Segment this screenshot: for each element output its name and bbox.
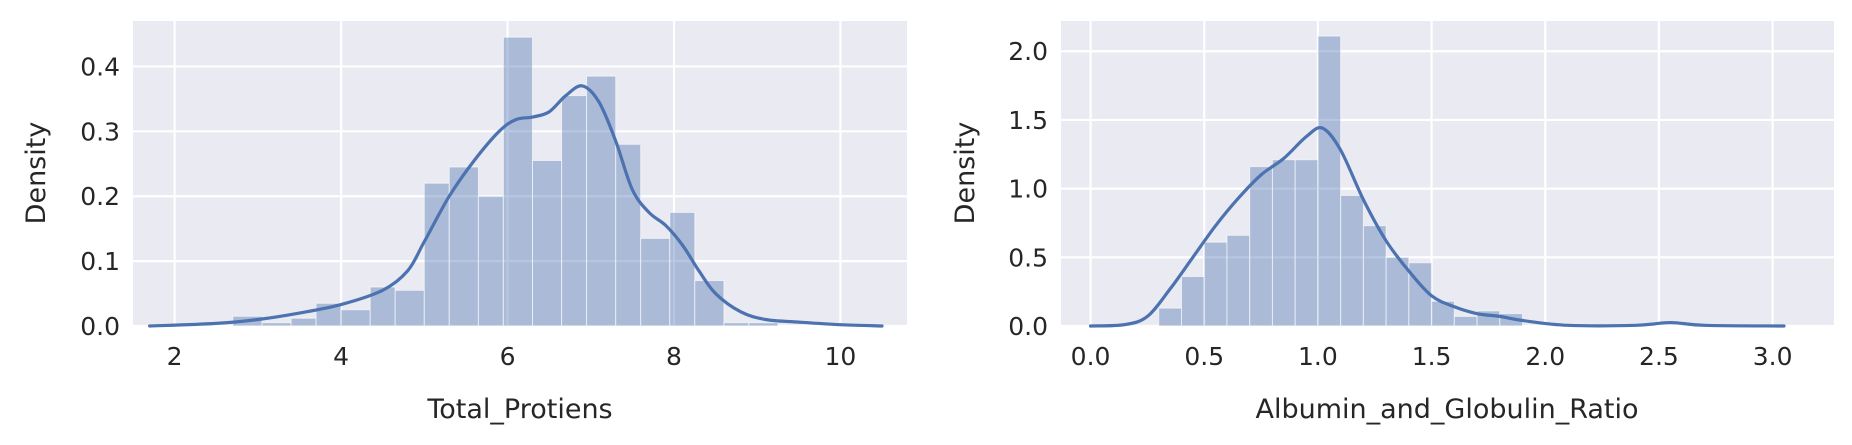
y-tick-label: 0.3 [80, 117, 120, 146]
histogram-bar [1294, 159, 1319, 327]
histogram-bar [586, 75, 617, 327]
plot-area [133, 21, 907, 326]
histogram-bar [340, 309, 371, 327]
histogram-bar [261, 322, 292, 327]
kde-curve [1088, 126, 1786, 328]
histogram-bar [1249, 166, 1273, 327]
y-tick-label: 2.0 [1008, 37, 1048, 66]
x-tick-label: 8 [666, 342, 682, 371]
y-tick-label: 0.5 [1008, 243, 1048, 272]
histogram-bar [531, 160, 563, 327]
histogram-bar [1226, 234, 1251, 327]
x-tick-label: 2 [167, 342, 183, 371]
x-tick-label: 2.0 [1525, 342, 1565, 371]
x-tick-label: 6 [500, 342, 516, 371]
histogram-bar [1158, 307, 1182, 327]
y-tick-label: 0.0 [1008, 312, 1048, 341]
y-tick-labels: 0.0 0.1 0.2 0.3 0.4 [80, 52, 120, 341]
histogram-bar [394, 289, 425, 327]
x-tick-label: 10 [825, 342, 857, 371]
x-tick-labels: 2 4 6 8 10 [167, 342, 857, 371]
y-tick-label: 0.4 [80, 52, 120, 81]
histogram-bar [502, 36, 533, 327]
histogram-bar [1203, 241, 1228, 327]
x-tick-label: 2.5 [1639, 342, 1679, 371]
x-tick-labels: 0.0 0.5 1.0 1.5 2.0 2.5 3.0 [1071, 342, 1793, 371]
histogram-bar [1362, 225, 1387, 327]
x-tick-label: 1.5 [1412, 342, 1452, 371]
x-tick-label: 0.5 [1184, 342, 1224, 371]
y-axis-label: Density [950, 122, 981, 225]
histogram-bar [423, 182, 450, 327]
histogram-bar [615, 143, 642, 327]
histogram-bar [748, 322, 779, 327]
y-tick-label: 0.1 [80, 247, 120, 276]
histogram-bar [723, 322, 750, 327]
histogram-bar [1453, 315, 1478, 327]
x-axis-label: Albumin_and_Globulin_Ratio [1255, 394, 1638, 425]
histogram-bar [1340, 194, 1364, 327]
x-tick-label: 3.0 [1753, 342, 1793, 371]
plot-area [1061, 21, 1834, 326]
albumin-globulin-ratio-chart: 0.0 0.5 1.0 1.5 2.0 2.5 3.0 0.0 0.5 1.0 1.5 2.0 Al… [950, 21, 1834, 425]
total-protiens-chart: 2 4 6 8 10 0.0 0.1 0.2 0.3 0.4 Total_Protiens De… [21, 21, 907, 425]
x-tick-label: 4 [333, 342, 349, 371]
histogram-bars [232, 36, 779, 327]
histogram-bar [477, 195, 504, 327]
histogram-bar [640, 237, 671, 327]
y-tick-labels: 0.0 0.5 1.0 1.5 2.0 [1008, 37, 1048, 341]
y-tick-label: 1.5 [1008, 106, 1048, 135]
histogram-bar [1180, 276, 1205, 327]
x-tick-label: 1.0 [1298, 342, 1338, 371]
histogram-bar [669, 211, 696, 327]
y-tick-label: 1.0 [1008, 175, 1048, 204]
histogram-bar [290, 317, 317, 327]
histogram-bar [1271, 159, 1296, 327]
y-tick-label: 0.2 [80, 182, 120, 211]
y-tick-label: 0.0 [80, 312, 120, 341]
x-axis-label: Total_Protiens [426, 394, 612, 425]
histogram-bar [448, 166, 479, 327]
histogram-bar [561, 95, 588, 327]
kde-curve [148, 84, 884, 328]
y-axis-label: Density [21, 122, 52, 225]
x-tick-label: 0.0 [1071, 342, 1111, 371]
histogram-bar [1317, 35, 1342, 327]
